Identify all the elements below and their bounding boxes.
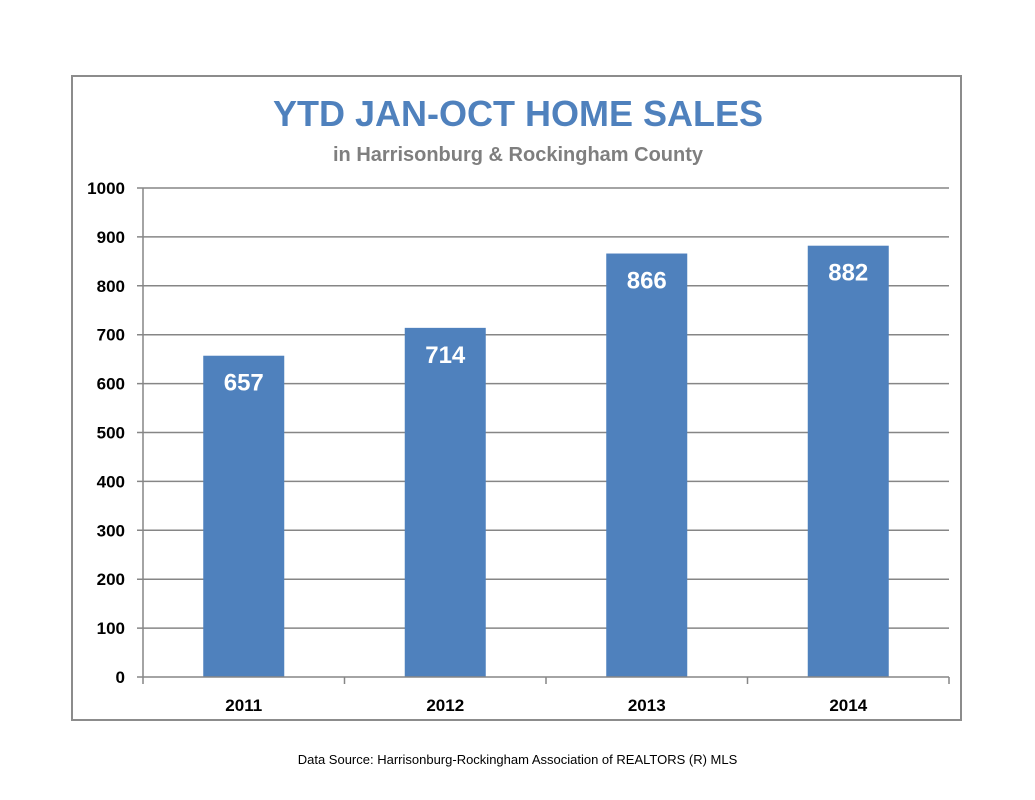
y-tick-label: 500 <box>97 424 125 443</box>
y-tick-label: 1000 <box>87 179 125 198</box>
bars <box>203 245 889 677</box>
y-tick-label: 200 <box>97 570 125 589</box>
x-tick-label: 2013 <box>628 696 666 715</box>
x-tick-label: 2012 <box>426 696 464 715</box>
y-tick-label: 900 <box>97 228 125 247</box>
x-tick-label: 2011 <box>225 696 262 715</box>
y-tick-label: 600 <box>97 375 125 394</box>
labels: 0 100 200 300 400 500 600 700 800 900 1000 657 2011 7… <box>87 179 868 715</box>
y-tick-label: 400 <box>97 472 125 491</box>
bar-2014 <box>807 245 889 677</box>
chart-subtitle: in Harrisonburg & Rockingham County <box>333 144 704 166</box>
data-label-2012: 714 <box>425 342 466 369</box>
data-source-note: Data Source: Harrisonburg-Rockingham Ass… <box>297 752 738 767</box>
bar-2012 <box>404 327 486 677</box>
data-label-2013: 866 <box>627 268 667 295</box>
data-label-2014: 882 <box>828 260 868 287</box>
bar-2013 <box>606 253 688 677</box>
y-tick-label: 100 <box>97 619 125 638</box>
y-tick-label: 700 <box>97 326 125 345</box>
bar-2011 <box>203 355 285 677</box>
bar-chart: YTD JAN-OCT HOME SALES in Harrisonburg &… <box>87 93 950 715</box>
y-tick-label: 300 <box>97 521 125 540</box>
data-label-2011: 657 <box>224 370 264 397</box>
y-tick-label: 800 <box>97 277 125 296</box>
x-tick-label: 2014 <box>829 696 867 715</box>
chart-title: YTD JAN-OCT HOME SALES <box>273 93 763 134</box>
axes <box>137 188 950 684</box>
y-tick-label: 0 <box>116 668 125 687</box>
chart-frame: YTD JAN-OCT HOME SALES in Harrisonburg &… <box>71 75 962 721</box>
